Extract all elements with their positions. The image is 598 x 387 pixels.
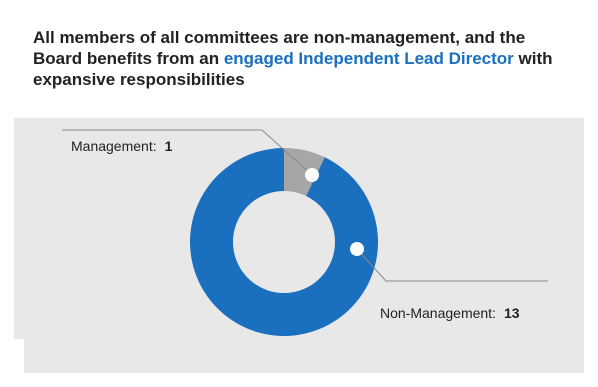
non-management-marker [350, 242, 364, 256]
panel-notch [14, 339, 24, 373]
title-part-1: All members of all committees are non-ma… [33, 28, 526, 68]
title-part-2: with expansive responsibilities [33, 49, 553, 89]
non-management-label-value: 13 [503, 305, 520, 321]
management-label-name: Management: [71, 138, 157, 154]
chart-title: All members of all committees are non-ma… [33, 27, 573, 90]
management-leader-line [62, 129, 313, 176]
management-marker [305, 168, 319, 182]
non-management-label: Non-Management: 13 [380, 305, 520, 321]
title-highlight: engaged Independent Lead Director [223, 49, 514, 68]
management-label-value: 1 [164, 138, 173, 154]
non-management-label-name: Non-Management: [380, 305, 496, 321]
non-management-leader-line [356, 248, 548, 282]
chart-header: All members of all committees are non-ma… [14, 14, 584, 118]
management-slice [284, 148, 325, 197]
management-label: Management: 1 [71, 138, 172, 154]
non-management-slice [189, 148, 378, 336]
